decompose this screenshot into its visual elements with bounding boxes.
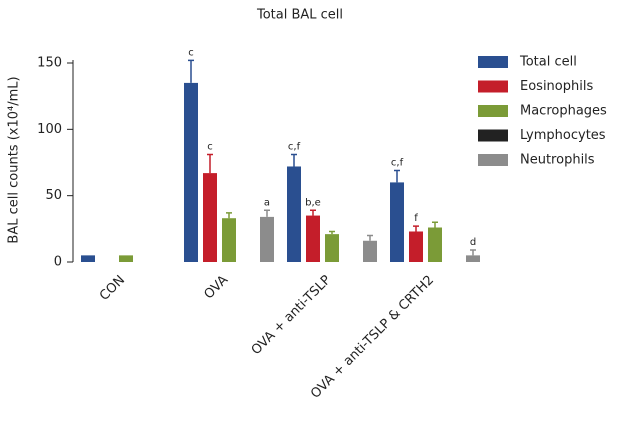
error-bar — [188, 59, 194, 83]
significance-label: c,f — [288, 142, 301, 153]
error-bar — [226, 212, 232, 219]
y-axis-label: BAL cell counts (x10⁴/mL) — [7, 76, 22, 243]
legend-label: Lymphocytes — [520, 128, 606, 143]
legend-label: Macrophages — [520, 104, 607, 119]
bar — [260, 216, 274, 262]
legend-label: Eosinophils — [520, 79, 593, 94]
legend-label: Total cell — [519, 55, 577, 70]
x-tick-label: CON — [97, 273, 128, 304]
error-bar — [310, 209, 316, 216]
bar — [222, 218, 236, 262]
legend-swatch — [478, 80, 508, 93]
legend-swatch — [478, 129, 508, 142]
y-tick-label: 50 — [45, 188, 62, 203]
bar — [466, 255, 480, 262]
bar — [390, 182, 404, 262]
bar — [81, 255, 95, 262]
legend-label: Neutrophils — [520, 153, 595, 168]
error-bar — [394, 169, 400, 183]
x-tick-label: OVA + anti-TSLP & CRTH2 — [308, 273, 437, 402]
error-bar — [291, 153, 297, 167]
bar — [409, 231, 423, 262]
bar — [287, 166, 301, 262]
bar — [428, 227, 442, 262]
error-bar — [413, 225, 419, 232]
error-bar — [470, 249, 476, 256]
legend-swatch — [478, 56, 508, 68]
error-bar — [367, 234, 373, 241]
chart-title: Total BAL cell — [256, 8, 343, 23]
error-bar — [329, 230, 335, 235]
significance-label: c — [207, 142, 213, 153]
error-bar — [264, 209, 270, 217]
legend-swatch — [478, 105, 508, 117]
significance-label: c,f — [391, 157, 404, 168]
error-bar — [432, 221, 438, 228]
significance-label: c — [188, 47, 194, 58]
bar — [203, 173, 217, 262]
x-tick-label: OVA — [201, 273, 231, 303]
significance-label: f — [414, 213, 418, 224]
error-bar — [207, 153, 213, 174]
significance-label: d — [470, 237, 476, 248]
bar — [184, 82, 198, 263]
legend-swatch — [478, 154, 508, 166]
bar — [119, 255, 133, 262]
bar — [306, 215, 320, 262]
significance-label: a — [264, 197, 270, 208]
y-tick-label: 100 — [37, 122, 62, 137]
y-tick-label: 0 — [54, 255, 62, 270]
x-tick-label: OVA + anti-TSLP — [249, 273, 335, 359]
bar — [325, 234, 339, 262]
bar — [363, 240, 377, 262]
significance-label: b,e — [305, 197, 321, 208]
y-tick-label: 150 — [37, 56, 62, 71]
